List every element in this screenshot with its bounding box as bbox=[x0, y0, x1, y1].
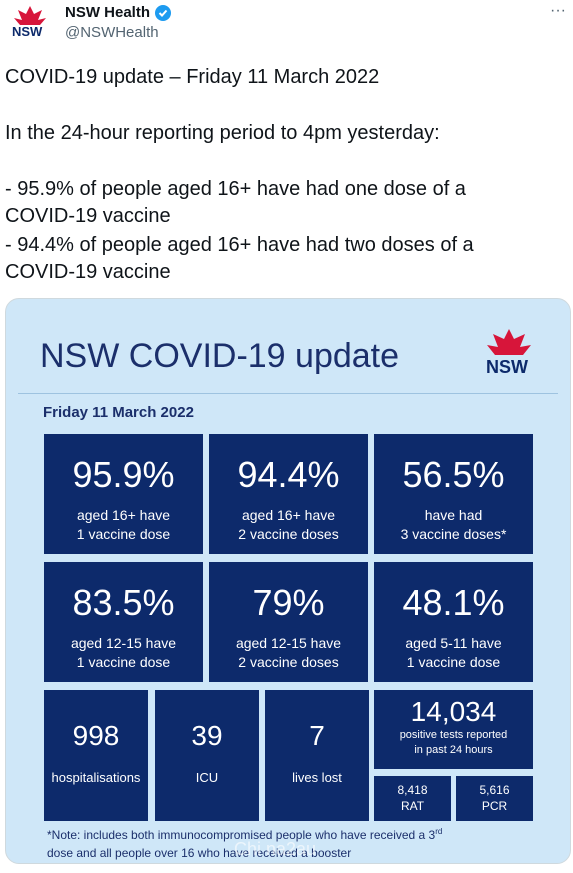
tile-label-line: 1 vaccine dose bbox=[406, 654, 501, 670]
tile-value: 998 bbox=[72, 720, 120, 751]
tile-label-line: aged 12-15 have bbox=[235, 635, 342, 651]
more-button[interactable]: ··· bbox=[550, 2, 566, 19]
tile-value: 79% bbox=[252, 582, 325, 623]
tile-label-line: 1 vaccine dose bbox=[76, 654, 171, 670]
waratah-icon bbox=[487, 329, 531, 355]
tests-part: 5,616 PCR bbox=[456, 776, 533, 821]
divider bbox=[18, 393, 558, 394]
account-name[interactable]: NSW Health bbox=[65, 4, 151, 21]
tile-label-line: 1 vaccine dose bbox=[76, 526, 171, 542]
tests-part: 8,418 RAT bbox=[374, 776, 451, 821]
tile-label: ICU bbox=[195, 770, 219, 785]
tile-label: hospitalisations bbox=[51, 770, 141, 785]
infographic[interactable]: NSW COVID-19 update NSW Friday 11 March … bbox=[5, 298, 571, 864]
watermark: Chi na2au bbox=[234, 839, 317, 859]
tests-label: in past 24 hours bbox=[414, 744, 493, 756]
stat-tile: 39 ICU bbox=[155, 690, 259, 821]
tile-value: 48.1% bbox=[402, 582, 505, 623]
tile-label-line: 2 vaccine doses bbox=[238, 526, 339, 542]
tests-value: 14,034 bbox=[410, 696, 497, 727]
stat-tile: 998 hospitalisations bbox=[44, 690, 148, 821]
stat-tile: 7 lives lost bbox=[265, 690, 369, 821]
part-value: 8,418 bbox=[397, 783, 428, 797]
part-value: 5,616 bbox=[479, 783, 510, 797]
part-label: PCR bbox=[481, 799, 508, 813]
tile-label: lives lost bbox=[292, 770, 342, 785]
tests-label: positive tests reported bbox=[399, 729, 508, 741]
note-text: dose and all people over 16 who have rec… bbox=[47, 846, 352, 860]
note: *Note: includes both immunocompromised p… bbox=[47, 823, 557, 862]
tweet-line: - 94.4% of people aged 16+ have had two … bbox=[5, 234, 474, 256]
tile-label-line: aged 16+ have bbox=[76, 507, 171, 523]
part-label: RAT bbox=[400, 799, 425, 813]
tile-label: have had 3 vaccine doses* bbox=[374, 506, 533, 544]
tweet-line: COVID-19 update – Friday 11 March 2022 bbox=[5, 66, 380, 88]
tile-label-line: 3 vaccine doses* bbox=[400, 526, 507, 542]
tile-label: aged 16+ have 1 vaccine dose bbox=[44, 506, 203, 544]
stat-tile: 95.9% aged 16+ have 1 vaccine dose bbox=[44, 434, 203, 554]
tweet-line: - 95.9% of people aged 16+ have had one … bbox=[5, 178, 466, 200]
tile-label: aged 12-15 have 1 vaccine dose bbox=[44, 634, 203, 672]
note-text: *Note: includes both immunocompromised p… bbox=[47, 828, 436, 842]
tile-label-line: aged 12-15 have bbox=[70, 635, 177, 651]
tile-value: 95.9% bbox=[72, 454, 175, 495]
tile-value: 94.4% bbox=[237, 454, 340, 495]
tile-value: 7 bbox=[309, 720, 325, 751]
tile-label: aged 16+ have 2 vaccine doses bbox=[209, 506, 368, 544]
account-handle[interactable]: @NSWHealth bbox=[65, 24, 159, 41]
tweet-line: COVID-19 vaccine bbox=[5, 205, 171, 227]
tile-label-line: aged 16+ have bbox=[241, 507, 336, 523]
stat-tile: 83.5% aged 12-15 have 1 vaccine dose bbox=[44, 562, 203, 682]
tile-value: 83.5% bbox=[72, 582, 175, 623]
tile-label: aged 5-11 have 1 vaccine dose bbox=[374, 634, 533, 672]
tile-label: aged 12-15 have 2 vaccine doses bbox=[209, 634, 368, 672]
verified-badge bbox=[155, 5, 171, 21]
tweet-line: COVID-19 vaccine bbox=[5, 261, 171, 283]
date: Friday 11 March 2022 bbox=[43, 404, 194, 421]
nsw-logo: NSW bbox=[486, 357, 528, 377]
tweet-line: In the 24-hour reporting period to 4pm y… bbox=[5, 122, 440, 144]
stat-tile: 48.1% aged 5-11 have 1 vaccine dose bbox=[374, 562, 533, 682]
tests-tile: 14,034 positive tests reported in past 24 … bbox=[374, 690, 533, 769]
stat-tile: 56.5% have had 3 vaccine doses* bbox=[374, 434, 533, 554]
note-sup: rd bbox=[435, 827, 443, 836]
stat-tile: 79% aged 12-15 have 2 vaccine doses bbox=[209, 562, 368, 682]
waratah-icon bbox=[14, 6, 46, 25]
stat-tile: 94.4% aged 16+ have 2 vaccine doses bbox=[209, 434, 368, 554]
infographic-title: NSW COVID-19 update bbox=[40, 337, 400, 375]
tile-label-line: aged 5-11 have bbox=[405, 635, 502, 651]
avatar-logo: NSW bbox=[12, 24, 43, 39]
tile-label-line: have had bbox=[424, 507, 483, 523]
tile-value: 39 bbox=[191, 720, 223, 751]
tile-value: 56.5% bbox=[402, 454, 505, 495]
tile-label-line: 2 vaccine doses bbox=[238, 654, 339, 670]
